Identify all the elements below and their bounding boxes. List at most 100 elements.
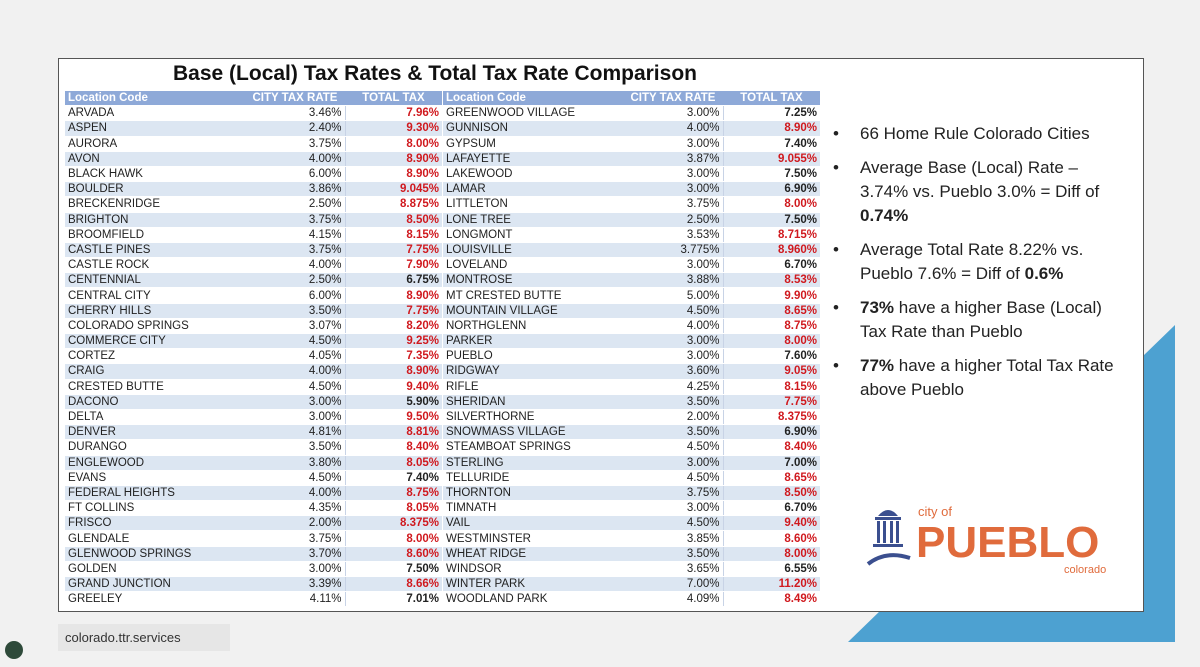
- location-cell: CENTRAL CITY: [65, 287, 245, 304]
- logo-name: PUEBLO: [916, 518, 1099, 567]
- city-rate-cell: 4.09%: [623, 591, 724, 608]
- total-rate-cell: 7.50%: [723, 166, 820, 183]
- table-row: MOUNTAIN VILLAGE 4.50% 8.65%: [443, 303, 820, 319]
- location-cell: DELTA: [65, 409, 245, 426]
- city-rate-cell: 6.00%: [245, 166, 346, 183]
- location-cell: WHEAT RIDGE: [443, 546, 623, 562]
- bullet: Average Total Rate 8.22% vs. Pueblo 7.6%…: [833, 238, 1123, 286]
- city-rate-cell: 2.50%: [245, 196, 346, 213]
- title: Base (Local) Tax Rates & Total Tax Rate …: [173, 62, 697, 85]
- total-rate-cell: 8.90%: [345, 363, 442, 380]
- city-rate-cell: 3.50%: [245, 303, 346, 319]
- pueblo-logo: city of PUEBLO colorado: [866, 504, 1106, 576]
- location-cell: ENGLEWOOD: [65, 455, 245, 471]
- location-cell: BRIGHTON: [65, 212, 245, 228]
- table-row: MT CRESTED BUTTE 5.00% 9.90%: [443, 287, 820, 304]
- location-cell: PUEBLO: [443, 348, 623, 365]
- logo-bottom: colorado: [1064, 564, 1106, 576]
- bullet: 66 Home Rule Colorado Cities: [833, 122, 1123, 146]
- table-row: LOVELAND 3.00% 6.70%: [443, 257, 820, 274]
- city-rate-cell: 3.75%: [623, 196, 724, 213]
- location-cell: GLENWOOD SPRINGS: [65, 546, 245, 562]
- location-cell: GREENWOOD VILLAGE: [443, 105, 623, 122]
- total-rate-cell: 8.50%: [345, 212, 442, 228]
- location-cell: GLENDALE: [65, 530, 245, 547]
- location-cell: CASTLE PINES: [65, 242, 245, 259]
- table-row: AURORA 3.75% 8.00%: [65, 136, 442, 152]
- bullet-text: 66 Home Rule Colorado Cities: [860, 124, 1090, 143]
- edit-button[interactable]: [5, 641, 23, 659]
- city-rate-cell: 4.00%: [245, 485, 346, 502]
- table-row: ASPEN 2.40% 9.30%: [65, 120, 442, 137]
- total-rate-cell: 7.75%: [345, 242, 442, 259]
- city-rate-cell: 3.70%: [245, 546, 346, 562]
- total-rate-cell: 8.53%: [723, 272, 820, 289]
- table-row: COMMERCE CITY 4.50% 9.25%: [65, 333, 442, 350]
- total-rate-cell: 7.90%: [345, 257, 442, 274]
- total-rate-cell: 7.25%: [723, 105, 820, 122]
- total-rate-cell: 8.40%: [345, 439, 442, 456]
- total-rate-cell: 6.55%: [723, 561, 820, 578]
- table-row: FEDERAL HEIGHTS 4.00% 8.75%: [65, 485, 442, 502]
- city-rate-cell: 3.65%: [623, 561, 724, 578]
- location-cell: LITTLETON: [443, 196, 623, 213]
- location-cell: CORTEZ: [65, 348, 245, 365]
- location-cell: WESTMINSTER: [443, 530, 623, 547]
- total-rate-cell: 8.40%: [723, 439, 820, 456]
- total-rate-cell: 11.20%: [723, 576, 820, 593]
- table-row: WINDSOR 3.65% 6.55%: [443, 561, 820, 578]
- total-rate-cell: 8.00%: [723, 333, 820, 350]
- city-rate-cell: 4.50%: [623, 303, 724, 319]
- table-row: DACONO 3.00% 5.90%: [65, 394, 442, 410]
- table-row: EVANS 4.50% 7.40%: [65, 470, 442, 486]
- total-rate-cell: 8.15%: [345, 227, 442, 243]
- bullet: 73% have a higher Base (Local) Tax Rate …: [833, 296, 1123, 344]
- city-rate-cell: 4.00%: [623, 120, 724, 137]
- city-rate-cell: 5.00%: [623, 287, 724, 304]
- location-cell: COLORADO SPRINGS: [65, 318, 245, 335]
- total-rate-cell: 8.65%: [723, 470, 820, 486]
- table-row: SHERIDAN 3.50% 7.75%: [443, 394, 820, 410]
- total-rate-cell: 8.75%: [345, 485, 442, 502]
- location-cell: LOVELAND: [443, 257, 623, 274]
- table-row: LAKEWOOD 3.00% 7.50%: [443, 166, 820, 183]
- city-rate-cell: 4.11%: [245, 591, 346, 608]
- bullet: 77% have a higher Total Tax Rate above P…: [833, 354, 1123, 402]
- total-rate-cell: 6.90%: [723, 181, 820, 198]
- table-row: LOUISVILLE 3.775% 8.960%: [443, 242, 820, 259]
- city-rate-cell: 2.00%: [623, 409, 724, 426]
- total-rate-cell: 9.055%: [723, 151, 820, 167]
- location-cell: CENTENNIAL: [65, 272, 245, 289]
- table-row: STEAMBOAT SPRINGS 4.50% 8.40%: [443, 439, 820, 456]
- location-cell: VAIL: [443, 515, 623, 532]
- location-cell: DENVER: [65, 424, 245, 441]
- location-cell: ASPEN: [65, 120, 245, 137]
- location-cell: MOUNTAIN VILLAGE: [443, 303, 623, 319]
- location-cell: GUNNISON: [443, 120, 623, 137]
- table-row: SILVERTHORNE 2.00% 8.375%: [443, 409, 820, 426]
- total-rate-cell: 8.90%: [345, 151, 442, 167]
- city-rate-cell: 4.15%: [245, 227, 346, 243]
- table-row: BLACK HAWK 6.00% 8.90%: [65, 166, 442, 183]
- total-rate-cell: 6.70%: [723, 257, 820, 274]
- location-cell: MONTROSE: [443, 272, 623, 289]
- total-rate-cell: 9.40%: [345, 379, 442, 395]
- total-rate-cell: 7.96%: [345, 105, 442, 122]
- total-rate-cell: 9.05%: [723, 363, 820, 380]
- table-row: CHERRY HILLS 3.50% 7.75%: [65, 303, 442, 319]
- location-cell: LAFAYETTE: [443, 151, 623, 167]
- total-rate-cell: 7.40%: [723, 136, 820, 152]
- table-row: CRESTED BUTTE 4.50% 9.40%: [65, 379, 442, 395]
- city-rate-cell: 3.85%: [623, 530, 724, 547]
- table-row: LAMAR 3.00% 6.90%: [443, 181, 820, 198]
- table-row: LITTLETON 3.75% 8.00%: [443, 196, 820, 213]
- table-row: FT COLLINS 4.35% 8.05%: [65, 500, 442, 517]
- total-rate-cell: 9.045%: [345, 181, 442, 198]
- table-row: GYPSUM 3.00% 7.40%: [443, 136, 820, 152]
- city-rate-cell: 3.75%: [623, 485, 724, 502]
- city-rate-cell: 3.00%: [245, 561, 346, 578]
- table-row: GOLDEN 3.00% 7.50%: [65, 561, 442, 578]
- city-rate-cell: 3.775%: [623, 242, 724, 259]
- location-cell: RIDGWAY: [443, 363, 623, 380]
